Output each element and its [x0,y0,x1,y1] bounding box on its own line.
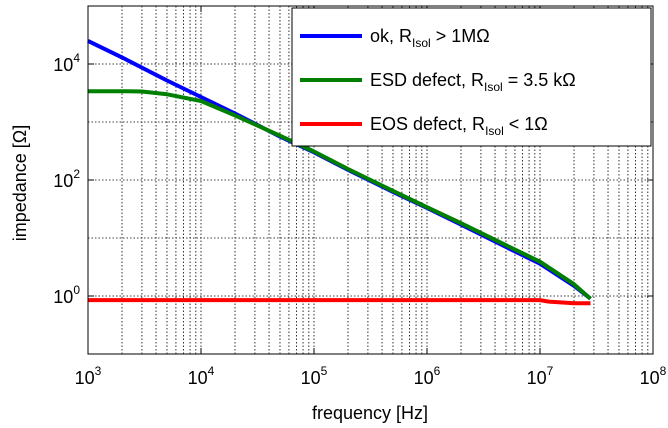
y-tick-label: 102 [53,167,80,191]
x-axis-label: frequency [Hz] [312,403,428,423]
legend-label-1: ok, RIsol > 1MΩ [370,26,490,50]
x-tick-labels: 103 104 105 106 107 108 [75,364,667,388]
series-line-3 [88,298,591,306]
legend-label-2: ESD defect, RIsol = 3.5 kΩ [370,70,576,94]
legend-entries: ok, RIsol > 1MΩ ESD defect, RIsol = 3.5 k… [300,26,576,138]
x-tick-label: 107 [527,364,554,388]
y-tick-label: 100 [53,283,80,307]
x-tick-label: 105 [301,364,328,388]
y-tick-label: 104 [53,51,80,75]
axis-ticks [87,6,654,354]
legend: ok, RIsol > 1MΩ ESD defect, RIsol = 3.5 k… [291,7,652,147]
x-tick-label: 108 [640,364,667,388]
y-axis-label: impedance [Ω] [10,125,30,242]
series-line-2 [88,89,592,301]
y-tick-labels: 100 102 104 [53,51,80,307]
x-tick-label: 106 [414,364,441,388]
legend-label-3: EOS defect, RIsol < 1Ω [370,114,548,138]
x-tick-label: 104 [188,364,215,388]
x-tick-label: 103 [75,364,102,388]
series-lines [87,39,592,306]
